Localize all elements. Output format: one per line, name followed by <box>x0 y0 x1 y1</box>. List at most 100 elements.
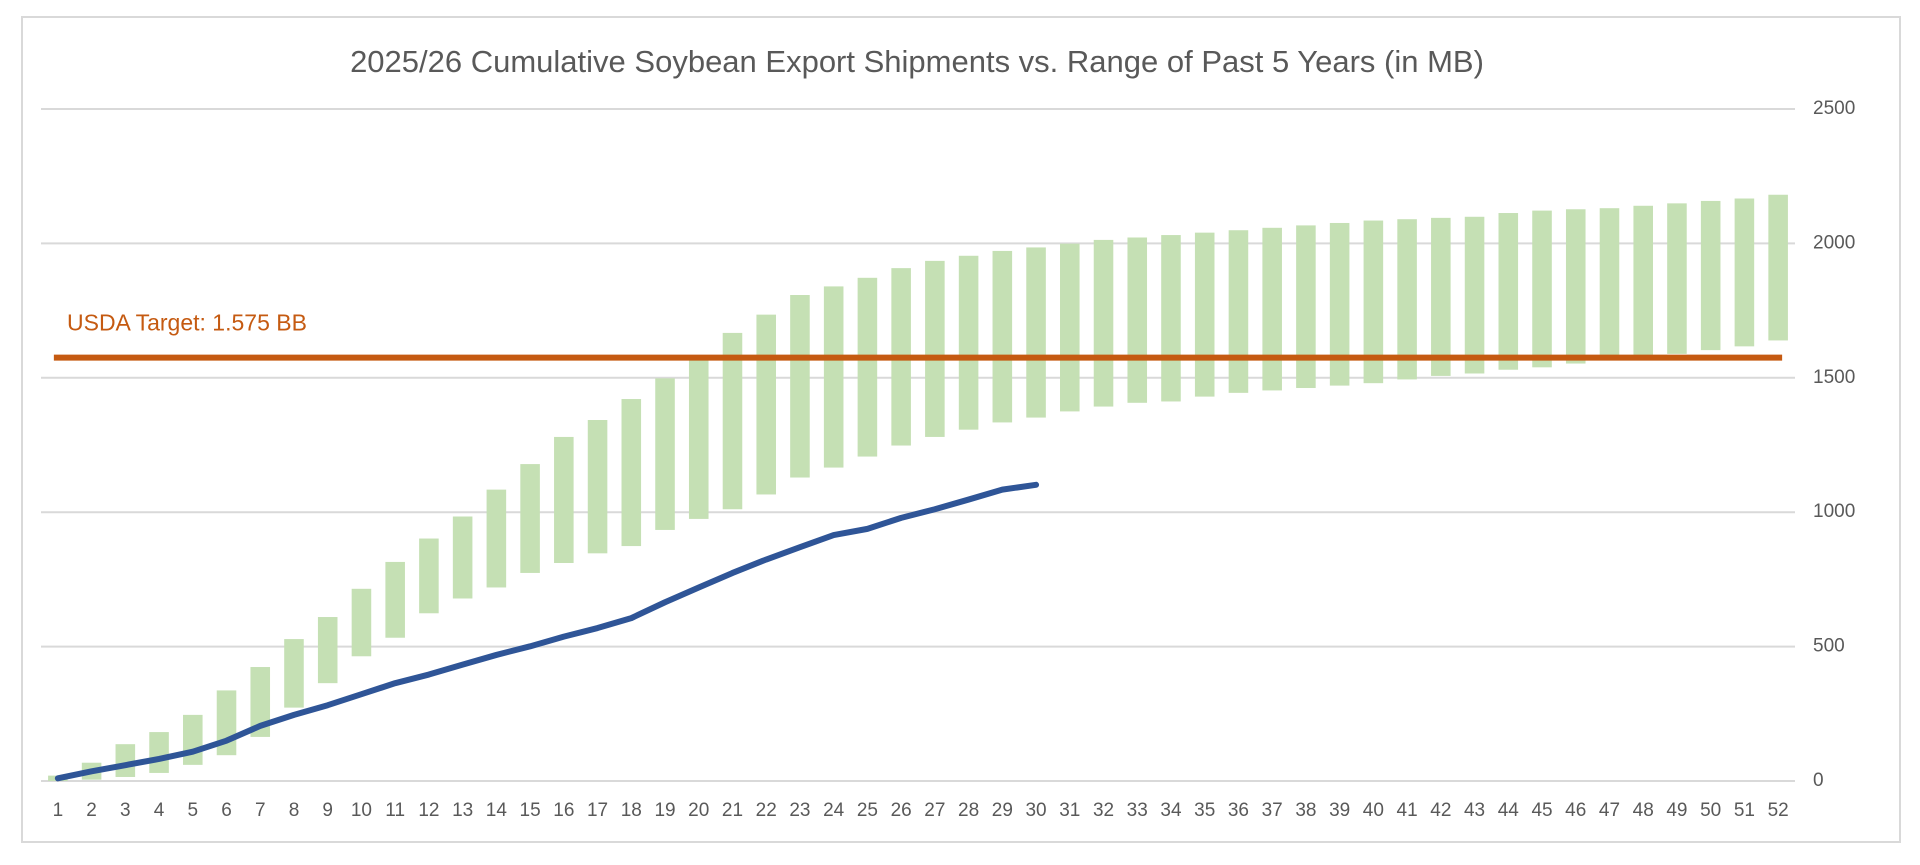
range-bar <box>1633 205 1653 358</box>
x-tick-label: 37 <box>1262 800 1283 821</box>
range-bar <box>1498 213 1519 370</box>
y-tick-label: 1000 <box>1813 501 1855 522</box>
range-bar <box>1329 222 1350 386</box>
range-bar <box>1565 209 1586 364</box>
x-tick-label: 35 <box>1194 800 1215 821</box>
range-bar <box>317 617 338 684</box>
x-tick-label: 41 <box>1397 800 1418 821</box>
range-bar <box>621 399 642 547</box>
range-bar <box>419 538 439 614</box>
range-bar <box>250 667 271 737</box>
x-tick-label: 10 <box>351 800 372 821</box>
range-bar <box>925 260 945 437</box>
x-tick-label: 28 <box>958 800 979 821</box>
x-tick-label: 29 <box>992 800 1013 821</box>
range-bar <box>1532 210 1552 368</box>
x-tick-label: 52 <box>1768 800 1789 821</box>
range-bar <box>284 639 304 708</box>
range-bar <box>688 357 709 519</box>
x-tick-label: 38 <box>1295 800 1316 821</box>
range-bar <box>1228 230 1249 393</box>
x-tick-label: 26 <box>891 800 912 821</box>
range-bar <box>722 332 743 510</box>
range-bar <box>1093 239 1114 407</box>
range-bar <box>486 489 507 588</box>
range-bar <box>1296 225 1316 389</box>
y-tick-label: 2000 <box>1813 232 1855 253</box>
x-tick-label: 27 <box>924 800 945 821</box>
x-tick-label: 24 <box>823 800 845 821</box>
x-tick-label: 5 <box>187 800 198 821</box>
range-bar <box>1599 208 1620 361</box>
x-tick-label: 17 <box>587 800 608 821</box>
range-bar <box>823 286 844 468</box>
range-bar <box>1161 235 1181 402</box>
range-bar <box>1734 198 1755 347</box>
y-tick-label: 2500 <box>1813 98 1855 119</box>
x-tick-label: 11 <box>385 800 405 821</box>
range-bar <box>1700 200 1721 351</box>
range-bar <box>1262 227 1282 391</box>
x-tick-label: 40 <box>1363 800 1384 821</box>
range-bar <box>149 732 169 773</box>
x-tick-label: 39 <box>1329 800 1350 821</box>
y-tick-label: 0 <box>1813 770 1824 791</box>
range-bar <box>1026 247 1046 418</box>
range-bar <box>520 464 540 573</box>
range-bar <box>1464 216 1485 374</box>
shipments-line <box>54 481 1040 782</box>
chart-title: 2025/26 Cumulative Soybean Export Shipme… <box>350 44 1484 79</box>
x-tick-label: 46 <box>1565 800 1586 821</box>
x-tick-label: 50 <box>1700 800 1721 821</box>
range-bar <box>1060 243 1080 412</box>
x-tick-label: 34 <box>1160 800 1182 821</box>
x-tick-label: 8 <box>289 800 300 821</box>
range-bar <box>452 516 473 599</box>
x-tick-label: 13 <box>452 800 473 821</box>
x-tick-label: 43 <box>1464 800 1485 821</box>
x-tick-label: 2 <box>86 800 97 821</box>
range-bar <box>385 561 405 638</box>
x-tick-label: 33 <box>1127 800 1148 821</box>
x-tick-label: 30 <box>1025 800 1046 821</box>
x-tick-label: 4 <box>154 800 165 821</box>
range-bar <box>790 295 810 478</box>
range-bar <box>1667 203 1687 354</box>
range-bar <box>992 250 1013 423</box>
x-tick-label: 7 <box>255 800 266 821</box>
range-bar <box>857 277 878 457</box>
x-tick-label: 25 <box>857 800 878 821</box>
x-tick-label: 36 <box>1228 800 1249 821</box>
x-tick-label: 49 <box>1666 800 1687 821</box>
x-tick-label: 3 <box>120 800 131 821</box>
range-bar <box>1431 217 1451 376</box>
range-bar <box>756 314 776 495</box>
range-bar <box>351 588 372 657</box>
x-tick-label: 21 <box>722 800 743 821</box>
x-tick-label: 9 <box>322 800 333 821</box>
x-tick-label: 22 <box>756 800 777 821</box>
x-tick-label: 23 <box>789 800 810 821</box>
x-tick-label: 51 <box>1734 800 1755 821</box>
x-tick-label: 47 <box>1599 800 1620 821</box>
range-bar <box>183 714 203 765</box>
range-bar <box>1363 220 1384 384</box>
x-tick-label: 1 <box>53 800 64 821</box>
x-tick-label: 44 <box>1498 800 1520 821</box>
x-tick-label: 19 <box>654 800 675 821</box>
range-bar <box>655 378 675 530</box>
range-bar <box>1768 194 1788 341</box>
range-bar <box>554 436 574 564</box>
range-bar <box>1397 219 1417 380</box>
x-tick-label: 48 <box>1633 800 1654 821</box>
y-tick-label: 500 <box>1813 636 1845 657</box>
x-tick-label: 15 <box>520 800 541 821</box>
x-tick-label: 16 <box>553 800 574 821</box>
x-tick-label: 14 <box>486 800 508 821</box>
range-bar <box>1127 237 1148 403</box>
range-bar <box>958 255 979 430</box>
x-tick-label: 6 <box>221 800 232 821</box>
x-tick-label: 32 <box>1093 800 1114 821</box>
